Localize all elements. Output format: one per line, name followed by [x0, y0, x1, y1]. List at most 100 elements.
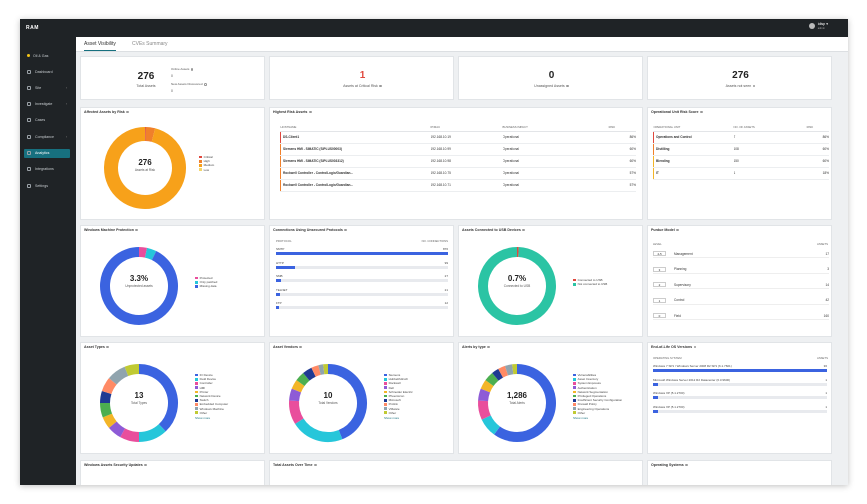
legend-item[interactable]: Asset Inventory: [573, 377, 622, 381]
donut-slice-firewall-policy[interactable]: [498, 365, 509, 378]
purdue-level-row[interactable]: 0 Field 160: [653, 312, 829, 320]
donut-slice-rockwell[interactable]: [289, 400, 304, 424]
unit-cell[interactable]: Blending: [653, 155, 734, 168]
hostname-cell[interactable]: Rockwell Controller - ControlLogix/Guard…: [280, 179, 431, 192]
sidebar-item-investigate[interactable]: Investigate ›: [24, 100, 70, 109]
table-row[interactable]: IT 1 18%: [653, 167, 829, 180]
donut-slice-siemens[interactable]: [327, 364, 367, 440]
donut-slice-system-exposure[interactable]: [478, 400, 491, 420]
user-menu[interactable]: idisp ▾ admin: [808, 22, 828, 30]
legend-item[interactable]: Other: [573, 411, 622, 415]
legend-item[interactable]: Not connected to USB: [573, 282, 607, 286]
purdue-level-row[interactable]: 2 Supervisory 14: [653, 281, 829, 289]
bar-track[interactable]: [653, 382, 827, 386]
legend-item[interactable]: Field Device: [195, 377, 228, 381]
legend-item[interactable]: Insufficient Security Configuration: [573, 398, 622, 402]
bar-track[interactable]: [276, 252, 448, 255]
donut-slice-network-device[interactable]: [100, 402, 113, 418]
donut-slice-controller[interactable]: [120, 428, 140, 442]
legend-item[interactable]: Protected: [195, 276, 217, 280]
donut-slice-other[interactable]: [124, 364, 140, 377]
hostname-cell[interactable]: Siemens HMI - SIMATIC (SIPLUS003312): [280, 155, 431, 168]
column-header[interactable]: RISK: [806, 124, 829, 132]
column-header[interactable]: BUSINESS IMPACT: [502, 124, 609, 132]
donut-slice-switch[interactable]: [100, 390, 112, 404]
legend-item[interactable]: Phoenixcon: [384, 394, 413, 398]
sidebar-item-analytics[interactable]: Analytics: [24, 148, 70, 158]
table-row[interactable]: Siemens HMI - SIMATIC (SIPLUS003312) 192.…: [280, 155, 636, 168]
legend-item[interactable]: Embedded Computer: [195, 402, 228, 406]
bar-track[interactable]: [276, 306, 448, 309]
legend-item[interactable]: High: [199, 159, 214, 163]
donut-slice-vmware[interactable]: [318, 364, 325, 375]
kpi-total-assets[interactable]: 276 Total Assets Online Assets 0 New Ass…: [80, 56, 265, 100]
column-header[interactable]: OPERATIONAL UNIT: [653, 124, 734, 132]
sidebar-item-integrations[interactable]: Integrations: [24, 165, 70, 174]
unit-cell[interactable]: Distilling: [653, 143, 734, 156]
legend-item[interactable]: Connected to USB: [573, 278, 607, 282]
unit-cell[interactable]: IT: [653, 167, 734, 180]
legend-item[interactable]: Firewall Policy: [573, 402, 622, 406]
legend-item[interactable]: Printer: [195, 390, 228, 394]
sidebar-item-compliance[interactable]: Compliance ›: [24, 132, 70, 141]
bar-track[interactable]: [653, 396, 827, 399]
legend-item[interactable]: Schneider Electric: [384, 390, 413, 394]
bar-track[interactable]: [276, 265, 448, 269]
table-row[interactable]: Distilling 108 60%: [653, 143, 829, 156]
table-row[interactable]: DS-Client1 192.168.10.19 Operational 86%: [280, 131, 636, 144]
donut-slice-embedded-computer[interactable]: [101, 378, 117, 395]
org-selector[interactable]: Oil & Gas: [24, 51, 70, 60]
show-more-link[interactable]: Show more: [195, 415, 211, 420]
table-row[interactable]: Blending 150 60%: [653, 155, 829, 168]
column-header[interactable]: RISK: [608, 124, 636, 132]
column-header[interactable]: HOSTNAME: [280, 124, 431, 132]
legend-item[interactable]: Rockwell: [384, 381, 413, 385]
table-row[interactable]: Rockwell Controller - ControlLogix/Guard…: [280, 167, 636, 180]
legend-item[interactable]: Prolink: [384, 402, 413, 406]
legend-item[interactable]: Other: [195, 411, 228, 415]
donut-slice-missing-data[interactable]: [100, 247, 178, 325]
donut-slice-asset-inventory[interactable]: [481, 415, 501, 435]
legend-item[interactable]: Engineering Operations: [573, 407, 622, 411]
donut-slice-vulnerabilities[interactable]: [494, 364, 556, 442]
donut-slice-hmi[interactable]: [108, 421, 126, 438]
bar-track[interactable]: [653, 409, 827, 413]
purdue-level-row[interactable]: 4-5 Management 17: [653, 250, 829, 258]
legend-item[interactable]: Hubbell/Hirsch: [384, 377, 413, 381]
show-more-link[interactable]: Show more: [384, 415, 400, 420]
legend-item[interactable]: Other: [384, 411, 413, 415]
donut-slice-dell[interactable]: [289, 388, 302, 402]
legend-item[interactable]: IO Device: [195, 373, 228, 377]
kpi-not-seen[interactable]: 276 Assets not seen: [647, 56, 832, 100]
show-more-link[interactable]: Show more: [573, 415, 589, 420]
donut-slice-engineering-operations[interactable]: [504, 364, 514, 376]
donut-slice-medium[interactable]: [104, 127, 186, 209]
legend-item[interactable]: VMware: [384, 407, 413, 411]
table-row[interactable]: Rockwell Controller - ControlLogix/Guard…: [280, 179, 636, 192]
donut-slice-io-device[interactable]: [138, 364, 178, 432]
legend-item[interactable]: Windows Machine: [195, 407, 228, 411]
purdue-level-row[interactable]: 1 Control 42: [653, 297, 829, 305]
legend-item[interactable]: Missing data: [195, 284, 217, 288]
donut-slice-prolink[interactable]: [311, 365, 321, 377]
hostname-cell[interactable]: Siemens HMI - SIMATIC (SIPLUS00003): [280, 143, 431, 156]
legend-item[interactable]: Switch: [195, 398, 228, 402]
legend-item[interactable]: Dell: [384, 386, 413, 390]
legend-item[interactable]: HMI: [195, 386, 228, 390]
donut-slice-field-device[interactable]: [138, 423, 166, 442]
bar-track[interactable]: [653, 369, 827, 372]
bar-track[interactable]: [276, 279, 448, 282]
legend-item[interactable]: Network Segmentation: [573, 390, 622, 394]
hostname-cell[interactable]: DS-Client1: [280, 131, 431, 144]
donut-slice-protected[interactable]: [138, 247, 148, 258]
legend-item[interactable]: Controller: [195, 381, 228, 385]
column-header[interactable]: NO. OF ASSETS: [733, 124, 807, 132]
table-row[interactable]: Siemens HMI - SIMATIC (SIPLUS00003) 192.1…: [280, 143, 636, 156]
donut-slice-printer[interactable]: [102, 413, 117, 428]
sidebar-item-site[interactable]: Site ›: [24, 83, 70, 92]
hostname-cell[interactable]: Rockwell Controller - ControlLogix/Guard…: [280, 167, 431, 180]
donut-slice-not-connected-to-usb[interactable]: [478, 247, 556, 325]
donut-slice-phoenixcon[interactable]: [296, 372, 310, 387]
column-header[interactable]: IP/MAC: [430, 124, 503, 132]
donut-slice-windows-machine[interactable]: [108, 366, 129, 385]
